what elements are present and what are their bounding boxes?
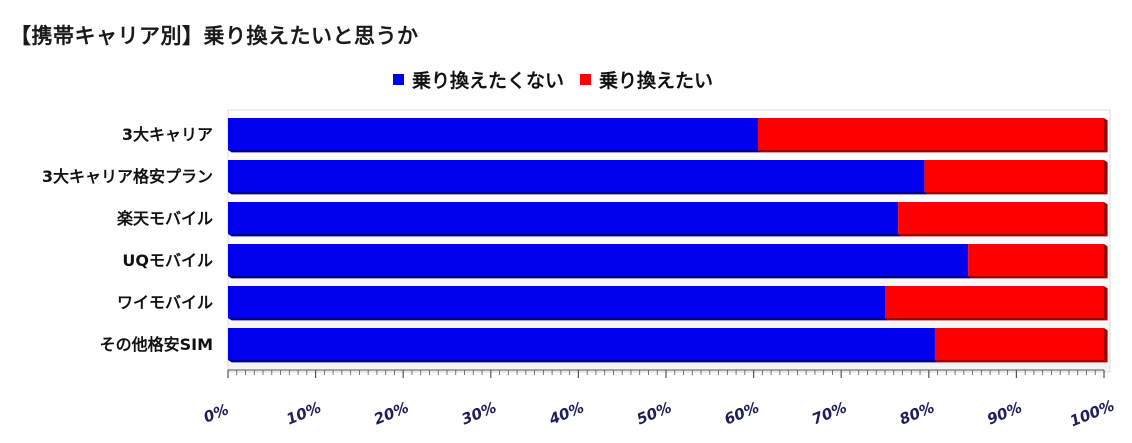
bar-bottom-face-0-4 bbox=[228, 318, 889, 321]
bar-bottom-face-0-2 bbox=[228, 234, 902, 237]
bar-switch-0 bbox=[757, 118, 1104, 150]
chart-title: 【携帯キャリア別】乗り換えたいと思うか bbox=[10, 24, 419, 48]
bar-switch-2 bbox=[898, 202, 1104, 234]
x-tick-label-6: 60% bbox=[722, 398, 762, 428]
bar-bottom-face-0-1 bbox=[228, 192, 929, 195]
bar-end-cap-4 bbox=[1104, 286, 1108, 321]
category-label-3: UQモバイル bbox=[122, 251, 213, 270]
bar-end-cap-5 bbox=[1104, 328, 1108, 363]
x-tick-label-8: 80% bbox=[897, 398, 937, 428]
bar-bottom-face-1-2 bbox=[898, 234, 1108, 237]
category-label-0: 3大キャリア bbox=[122, 125, 213, 144]
category-label-1: 3大キャリア格安プラン bbox=[42, 167, 213, 186]
bar-no-switch-5 bbox=[228, 328, 935, 360]
bar-bottom-face-1-5 bbox=[934, 360, 1108, 363]
bar-end-cap-1 bbox=[1104, 160, 1108, 195]
bar-switch-3 bbox=[968, 244, 1104, 276]
bar-no-switch-0 bbox=[228, 118, 758, 150]
category-label-5: その他格安SIM bbox=[100, 335, 213, 354]
bar-no-switch-1 bbox=[228, 160, 925, 192]
x-tick-label-10: 100% bbox=[1067, 396, 1117, 430]
legend-item-switch: 乗り換えたい bbox=[580, 66, 713, 93]
x-tick-label-1: 10% bbox=[284, 398, 324, 428]
bar-no-switch-4 bbox=[228, 286, 885, 318]
x-tick-label-9: 90% bbox=[985, 398, 1025, 428]
legend-item-no-switch: 乗り換えたくない bbox=[393, 66, 564, 93]
bar-no-switch-3 bbox=[228, 244, 969, 276]
bar-end-cap-2 bbox=[1104, 202, 1108, 237]
bar-bottom-face-1-4 bbox=[885, 318, 1108, 321]
legend-label-no-switch: 乗り換えたくない bbox=[412, 70, 565, 92]
category-label-4: ワイモバイル bbox=[117, 293, 213, 312]
x-tick-label-2: 20% bbox=[371, 398, 411, 428]
x-tick-label-4: 40% bbox=[546, 398, 587, 429]
legend-swatch-no-switch bbox=[393, 74, 404, 85]
bar-switch-1 bbox=[924, 160, 1104, 192]
legend-label-switch: 乗り換えたい bbox=[599, 70, 714, 92]
legend-swatch-switch bbox=[580, 74, 592, 85]
legend: 乗り換えたくない 乗り換えたい bbox=[393, 66, 729, 93]
bar-end-cap-3 bbox=[1104, 244, 1108, 279]
bar-bottom-face-1-1 bbox=[924, 192, 1108, 195]
bar-no-switch-2 bbox=[228, 202, 899, 234]
x-tick-label-3: 30% bbox=[459, 398, 499, 428]
bar-bottom-face-1-3 bbox=[968, 276, 1108, 279]
bar-switch-5 bbox=[934, 328, 1104, 360]
x-tick-label-5: 50% bbox=[634, 398, 674, 428]
bar-bottom-face-0-5 bbox=[228, 360, 939, 363]
x-tick-label-7: 70% bbox=[809, 398, 849, 428]
bar-bottom-face-1-0 bbox=[757, 150, 1108, 153]
category-label-2: 楽天モバイル bbox=[116, 209, 213, 228]
bar-bottom-face-0-0 bbox=[228, 150, 762, 153]
bar-switch-4 bbox=[885, 286, 1104, 318]
x-tick-label-0: 0% bbox=[201, 400, 231, 426]
bar-end-cap-0 bbox=[1104, 118, 1108, 153]
bar-bottom-face-0-3 bbox=[228, 276, 972, 279]
